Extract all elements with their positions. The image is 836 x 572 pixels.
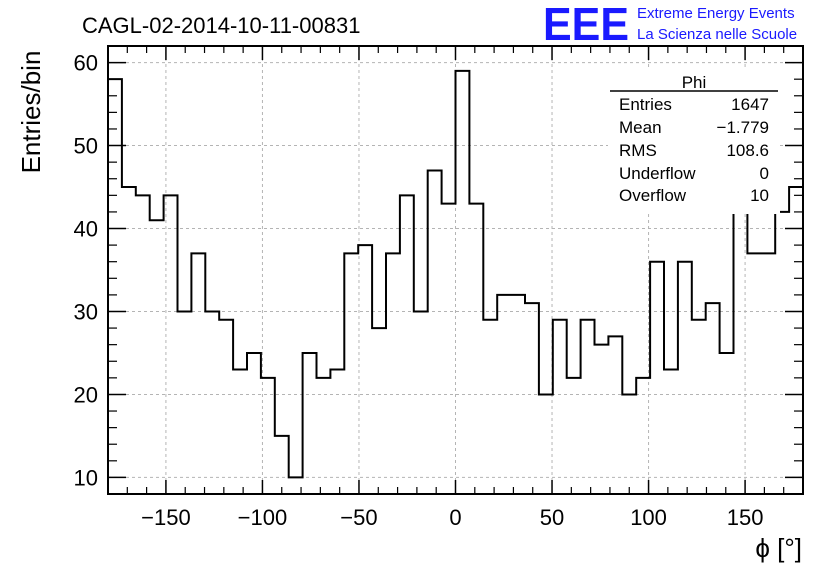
y-tick-label: 40 <box>74 217 98 242</box>
y-tick-label: 60 <box>74 51 98 76</box>
stats-value-underflow: 0 <box>760 164 769 183</box>
stats-box: Phi Entries 1647 Mean −1.779 RMS 108.6 U… <box>608 70 780 214</box>
stats-label-overflow: Overflow <box>619 186 687 205</box>
stats-label-mean: Mean <box>619 118 662 137</box>
y-axis-title: Entries/bin <box>16 51 46 174</box>
x-tick-label: −50 <box>340 505 377 530</box>
stats-label-entries: Entries <box>619 95 672 114</box>
x-tick-label: −100 <box>238 505 288 530</box>
eee-logo-mark: EEE <box>543 0 629 50</box>
logo-line-2: La Scienza nelle Scuole <box>637 26 797 43</box>
x-tick-label: 100 <box>630 505 667 530</box>
chart-title: CAGL-02-2014-10-11-00831 <box>82 13 360 38</box>
y-tick-label: 50 <box>74 134 98 159</box>
stats-value-entries: 1647 <box>731 95 769 114</box>
x-tick-label: 0 <box>449 505 461 530</box>
y-tick-label: 10 <box>74 465 98 490</box>
y-tick-label: 20 <box>74 382 98 407</box>
x-tick-label: −150 <box>141 505 191 530</box>
stats-name: Phi <box>682 73 707 92</box>
x-tick-label: 150 <box>727 505 764 530</box>
eee-logo: EEE Extreme Energy Events La Scienza nel… <box>543 0 797 50</box>
stats-value-rms: 108.6 <box>726 141 769 160</box>
histogram-series <box>108 69 803 479</box>
y-tick-label: 30 <box>74 299 98 324</box>
logo-line-1: Extreme Energy Events <box>637 5 795 22</box>
stats-label-underflow: Underflow <box>619 164 696 183</box>
x-axis-title: ϕ [°] <box>755 533 802 563</box>
axis-ticks <box>108 45 803 495</box>
tick-labels: −150 −100 −50 0 50 100 150 10 20 30 40 50 60 <box>74 51 764 530</box>
x-tick-label: 50 <box>540 505 564 530</box>
stats-value-overflow: 10 <box>750 186 769 205</box>
stats-value-mean: −1.779 <box>717 118 769 137</box>
stats-label-rms: RMS <box>619 141 657 160</box>
